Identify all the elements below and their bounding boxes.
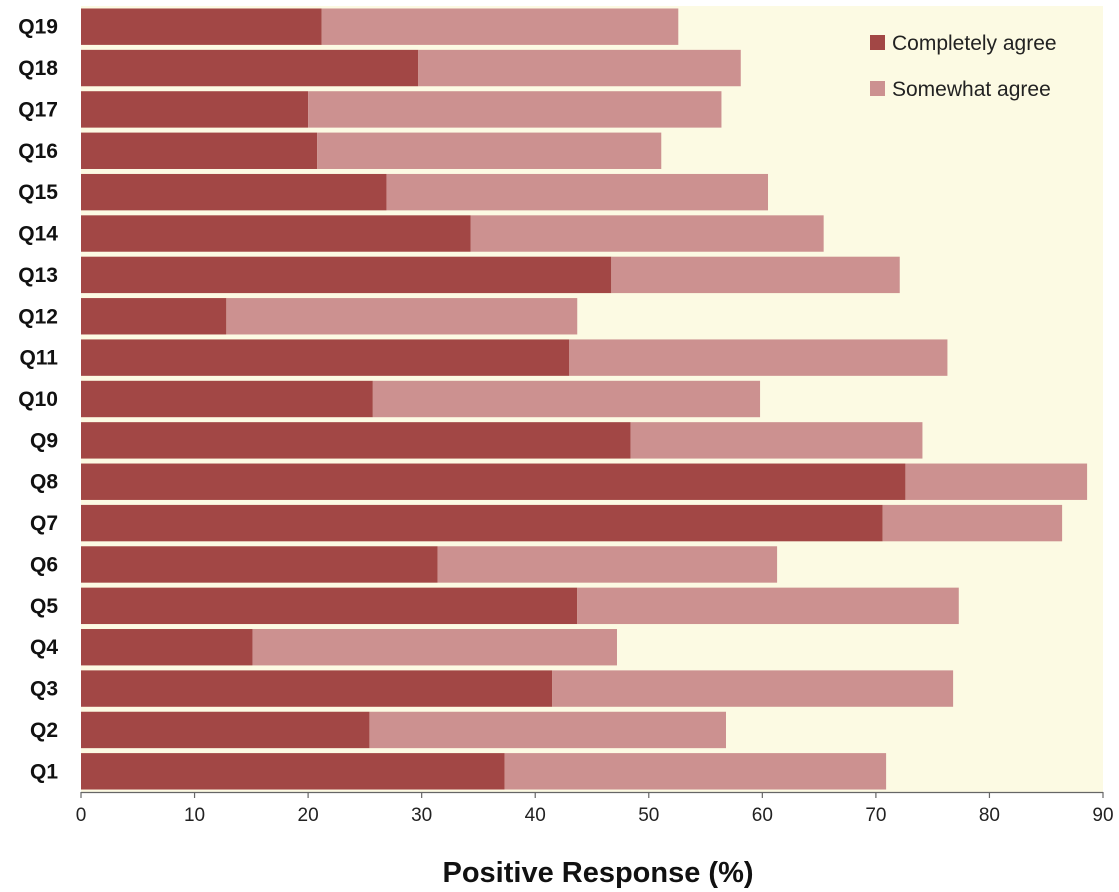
bar-q7-completely-agree [81, 504, 883, 542]
category-label-q2: Q2 [30, 719, 58, 742]
x-tick-label: 30 [411, 805, 432, 826]
legend-swatch-completely-agree [870, 35, 885, 50]
x-axis-ticks: 0 10 20 30 40 50 60 70 80 90 [76, 792, 1114, 826]
category-label-q17: Q17 [18, 98, 58, 121]
bar-q14-completely-agree [81, 215, 471, 252]
bars-group [81, 8, 1088, 790]
category-label-q13: Q13 [18, 264, 58, 287]
category-label-q16: Q16 [18, 140, 58, 163]
category-labels: Q1 Q2 Q3 Q4 Q5 Q6 Q7 Q8 Q9 Q10 Q11 Q12 Q13 Q14 Q15 Q16 Q… [18, 16, 58, 784]
category-label-q14: Q14 [18, 223, 58, 246]
bar-q6-completely-agree [81, 546, 438, 583]
category-label-q6: Q6 [30, 553, 58, 576]
x-tick-label: 20 [298, 805, 319, 826]
bar-q3-somewhat-agree [552, 670, 954, 707]
bar-q2-completely-agree [81, 711, 370, 749]
x-tick-label: 0 [76, 805, 87, 826]
bar-q7-somewhat-agree [882, 504, 1063, 542]
x-tick-label: 10 [184, 805, 205, 826]
category-label-q12: Q12 [18, 305, 58, 328]
bar-q15-completely-agree [81, 173, 387, 211]
bar-q17-completely-agree [81, 91, 309, 128]
category-label-q18: Q18 [18, 57, 58, 80]
category-label-q7: Q7 [30, 512, 58, 535]
x-tick-label: 60 [752, 805, 773, 826]
category-label-q10: Q10 [18, 388, 58, 411]
category-label-q8: Q8 [30, 471, 58, 494]
bar-q4-completely-agree [81, 629, 253, 666]
legend-label-somewhat-agree: Somewhat agree [892, 78, 1051, 101]
bar-q18-somewhat-agree [418, 49, 741, 87]
bar-q16-completely-agree [81, 132, 318, 169]
bar-q13-somewhat-agree [611, 256, 900, 294]
bar-q10-somewhat-agree [372, 380, 761, 418]
category-label-q1: Q1 [30, 760, 58, 783]
x-tick-label: 50 [638, 805, 659, 826]
category-label-q15: Q15 [18, 181, 58, 204]
bar-q19-somewhat-agree [321, 8, 679, 45]
x-tick-label: 80 [979, 805, 1000, 826]
bar-q11-completely-agree [81, 339, 570, 376]
bar-q17-somewhat-agree [308, 91, 722, 128]
bar-q14-somewhat-agree [470, 215, 824, 252]
legend: Completely agree Somewhat agree [870, 32, 1057, 101]
bar-q8-somewhat-agree [905, 463, 1088, 500]
bar-q19-completely-agree [81, 8, 322, 45]
category-label-q5: Q5 [30, 595, 58, 618]
bar-q3-completely-agree [81, 670, 553, 707]
bar-q12-completely-agree [81, 298, 227, 335]
bar-q15-somewhat-agree [386, 173, 769, 211]
bar-q6-somewhat-agree [437, 546, 778, 583]
category-label-q11: Q11 [19, 347, 58, 370]
bar-q13-completely-agree [81, 256, 612, 294]
x-axis-title: Positive Response (%) [442, 857, 753, 889]
bar-q11-somewhat-agree [569, 339, 948, 376]
bar-q12-somewhat-agree [226, 298, 578, 335]
category-label-q19: Q19 [18, 16, 58, 39]
bar-q1-somewhat-agree [504, 753, 887, 790]
bar-q1-completely-agree [81, 753, 505, 790]
bar-q16-somewhat-agree [317, 132, 662, 169]
bar-q10-completely-agree [81, 380, 373, 418]
category-label-q4: Q4 [30, 636, 58, 659]
bar-q9-completely-agree [81, 422, 631, 459]
category-label-q3: Q3 [30, 678, 58, 701]
legend-swatch-somewhat-agree [870, 81, 885, 96]
bar-q2-somewhat-agree [369, 711, 726, 749]
x-tick-label: 90 [1092, 805, 1113, 826]
bar-q5-completely-agree [81, 587, 578, 625]
legend-label-completely-agree: Completely agree [892, 32, 1057, 55]
bar-q9-somewhat-agree [630, 422, 923, 459]
category-label-q9: Q9 [30, 429, 58, 452]
bar-q8-completely-agree [81, 463, 906, 500]
x-tick-label: 70 [865, 805, 886, 826]
bar-q4-somewhat-agree [252, 629, 617, 666]
x-tick-label: 40 [525, 805, 546, 826]
bar-q18-completely-agree [81, 49, 419, 87]
bar-q5-somewhat-agree [577, 587, 959, 625]
